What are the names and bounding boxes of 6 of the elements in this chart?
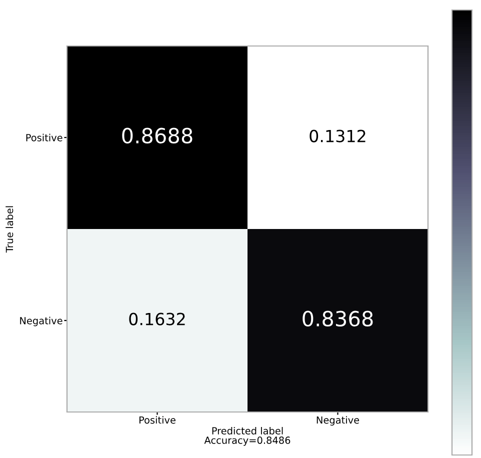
data-label: 0.1632 — [129, 312, 185, 326]
x-axis-title: Predicted label Accuracy=0.8486 — [204, 426, 290, 446]
data-label: 0.1312 — [310, 130, 366, 142]
y-axis-title: True label — [6, 206, 14, 253]
data-label: 0.8368 — [302, 310, 373, 327]
data-label: 0.8688 — [122, 128, 192, 144]
